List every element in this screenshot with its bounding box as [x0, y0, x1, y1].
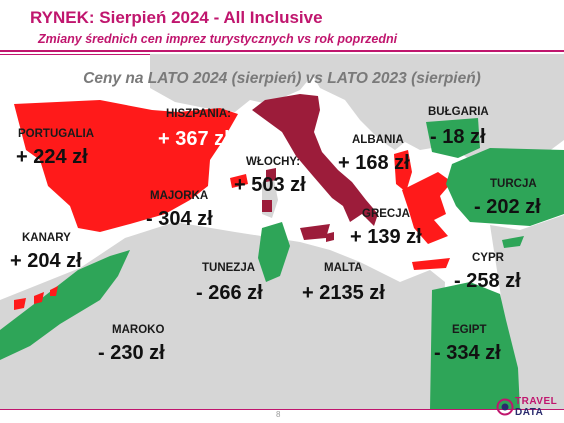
- value-grecja: + 139 zł: [350, 226, 422, 249]
- value-maroko: - 230 zł: [98, 342, 165, 365]
- footer-divider: [0, 409, 564, 410]
- crete-region: [412, 258, 450, 270]
- label-cypr: CYPR: [472, 252, 504, 264]
- label-egipt: EGIPT: [452, 324, 487, 336]
- label-maroko: MAROKO: [112, 324, 164, 336]
- label-wlochy: WŁOCHY:: [246, 156, 300, 168]
- value-portugalia: + 224 zł: [16, 146, 88, 169]
- label-bulgaria: BUŁGARIA: [428, 106, 489, 118]
- page-title: RYNEK: Sierpień 2024 - All Inclusive: [30, 8, 323, 28]
- value-wlochy: + 503 zł: [234, 174, 306, 197]
- value-bulgaria: - 18 zł: [430, 126, 486, 149]
- logo-text-line2: DATA: [515, 407, 543, 418]
- label-hiszpania: HISZPANIA:: [166, 108, 231, 120]
- label-portugalia: PORTUGALIA: [18, 128, 94, 140]
- label-malta: MALTA: [324, 262, 363, 274]
- page-number: 8: [276, 410, 280, 419]
- label-tunezja: TUNEZJA: [202, 262, 255, 274]
- label-albania: ALBANIA: [352, 134, 404, 146]
- label-kanary: KANARY: [22, 232, 71, 244]
- value-albania: + 168 zł: [338, 152, 410, 175]
- value-cypr: - 258 zł: [454, 270, 521, 293]
- sicily-region: [300, 224, 330, 240]
- value-tunezja: - 266 zł: [196, 282, 263, 305]
- value-kanary: + 204 zł: [10, 250, 82, 273]
- header-divider: [0, 50, 564, 52]
- page-subtitle: Zmiany średnich cen imprez turystycznych…: [38, 32, 397, 46]
- label-turcja: TURCJA: [490, 178, 537, 190]
- logo-circle-icon: [496, 398, 514, 416]
- travel-data-logo: TRAVEL DATA: [496, 394, 562, 422]
- value-egipt: - 334 zł: [434, 342, 501, 365]
- value-turcja: - 202 zł: [474, 196, 541, 219]
- label-grecja: GRECJA: [362, 208, 410, 220]
- label-majorka: MAJORKA: [150, 190, 208, 202]
- value-malta: + 2135 zł: [302, 282, 385, 305]
- map-heading: Ceny na LATO 2024 (sierpień) vs LATO 202…: [0, 70, 564, 88]
- sardinia-south-region: [262, 200, 272, 212]
- logo-text-line1: TRAVEL: [515, 396, 557, 407]
- value-majorka: - 304 zł: [146, 208, 213, 231]
- value-hiszpania: + 367 zł: [158, 128, 230, 151]
